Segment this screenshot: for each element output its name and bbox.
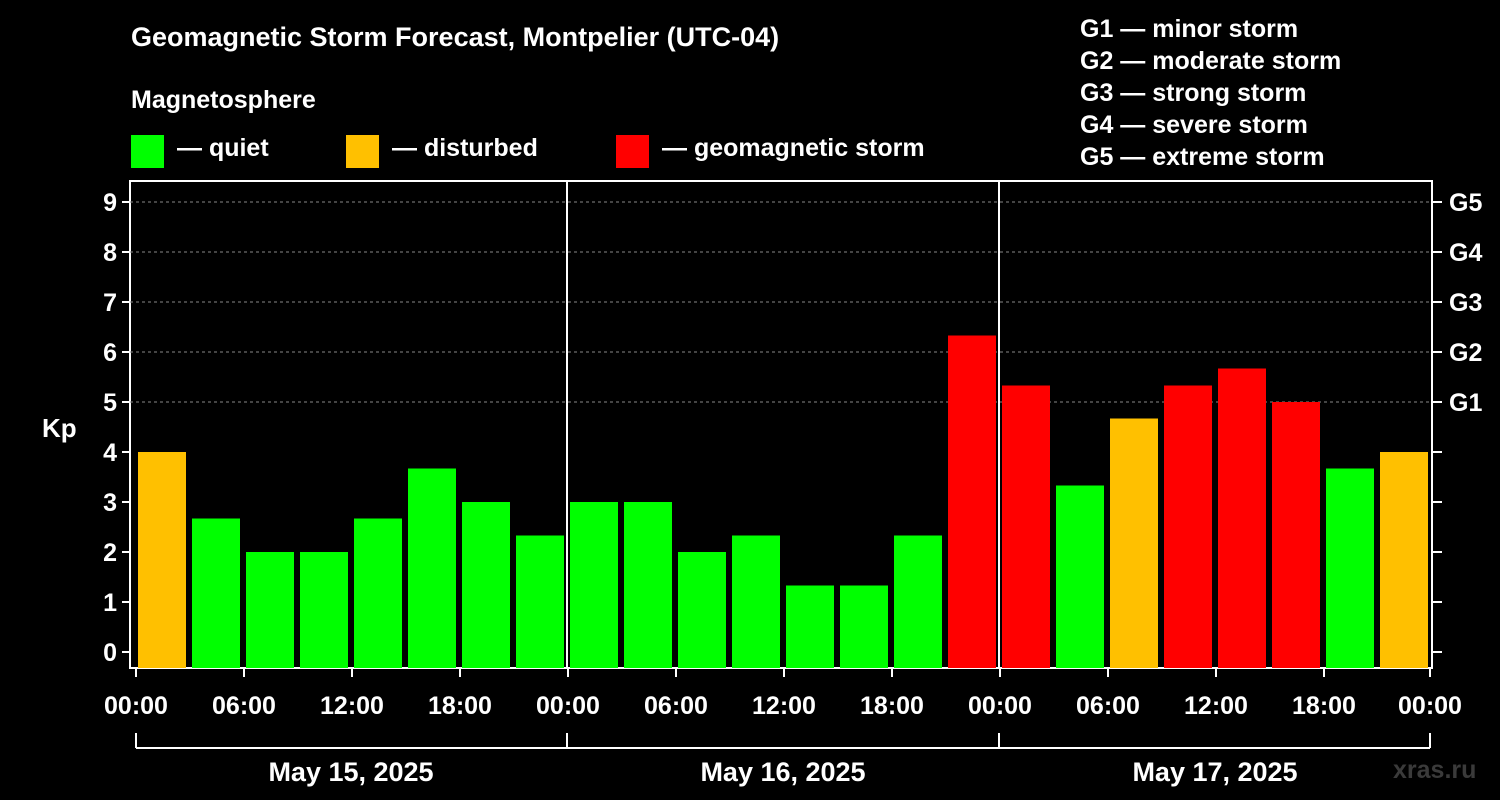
x-tick-label: 18:00 [860,692,924,720]
kp-bar [1056,485,1104,668]
y-tick-label: 1 [103,589,117,617]
kp-bar [570,502,618,668]
kp-bar [1434,502,1482,668]
kp-bar [1380,452,1428,668]
y-tick-label: 3 [103,489,117,517]
x-tick-label: 06:00 [644,692,708,720]
y-tick-label: 4 [103,439,117,467]
y-tick-label: 6 [103,339,117,367]
kp-bar [1326,468,1374,668]
kp-bar [894,535,942,668]
g-scale-item: G2 — moderate storm [1080,47,1342,75]
g-level-label: G1 [1449,389,1482,417]
date-label: May 15, 2025 [268,757,433,787]
x-tick-label: 06:00 [1076,692,1140,720]
y-axis-label: Kp [42,413,77,443]
legend-label-disturbed: — disturbed [392,134,538,162]
kp-bar [408,468,456,668]
kp-bar [354,518,402,668]
legend-label-quiet: — quiet [177,134,269,162]
kp-bar [1218,368,1266,668]
legend-label-storm: — geomagnetic storm [662,134,925,162]
x-tick-label: 12:00 [752,692,816,720]
chart-title: Geomagnetic Storm Forecast, Montpelier (… [131,22,780,52]
g-scale-item: G5 — extreme storm [1080,143,1325,171]
kp-bar [300,552,348,668]
kp-bar [948,335,996,668]
kp-bar [1002,385,1050,668]
x-tick-label: 12:00 [320,692,384,720]
y-tick-label: 5 [103,389,117,417]
x-tick-label: 18:00 [1292,692,1356,720]
date-label: May 17, 2025 [1132,757,1297,787]
kp-bar [786,585,834,668]
legend-swatch-disturbed [346,135,379,168]
plot-frame [129,180,1433,669]
y-tick-label: 2 [103,539,117,567]
date-label: May 16, 2025 [700,757,865,787]
x-tick-label: 00:00 [1398,692,1462,720]
g-scale-legend: G1 — minor storm G2 — moderate storm G3 … [1080,13,1341,173]
magnetosphere-title: Magnetosphere [131,86,316,114]
x-tick-label: 00:00 [968,692,1032,720]
bars-group [138,335,1482,668]
g-level-label: G2 [1449,339,1482,367]
g-scale-item: G3 — strong storm [1080,79,1307,107]
kp-bar [462,502,510,668]
kp-bar [732,535,780,668]
x-tick-label: 00:00 [536,692,600,720]
watermark: xras.ru [1393,756,1477,784]
legend-swatch-storm [616,135,649,168]
kp-bar [1164,385,1212,668]
g-scale-item: G4 — severe storm [1080,111,1308,139]
g-level-label: G3 [1449,289,1482,317]
kp-bar [138,452,186,668]
g-level-label: G4 [1449,239,1482,267]
y-tick-label: 7 [103,289,117,317]
x-tick-label: 00:00 [104,692,168,720]
kp-bar [1110,418,1158,668]
kp-bar [516,535,564,668]
x-tick-label: 12:00 [1184,692,1248,720]
kp-bar [1272,402,1320,668]
g-level-label: G5 [1449,189,1482,217]
kp-bar [624,502,672,668]
kp-bar [840,585,888,668]
x-tick-label: 06:00 [212,692,276,720]
y-tick-label: 8 [103,239,117,267]
y-tick-label: 0 [103,639,117,667]
x-tick-label: 18:00 [428,692,492,720]
kp-bar [246,552,294,668]
legend-swatch-quiet [131,135,164,168]
kp-bar [678,552,726,668]
y-tick-label: 9 [103,189,117,217]
g-scale-item: G1 — minor storm [1080,15,1299,43]
kp-bar [192,518,240,668]
